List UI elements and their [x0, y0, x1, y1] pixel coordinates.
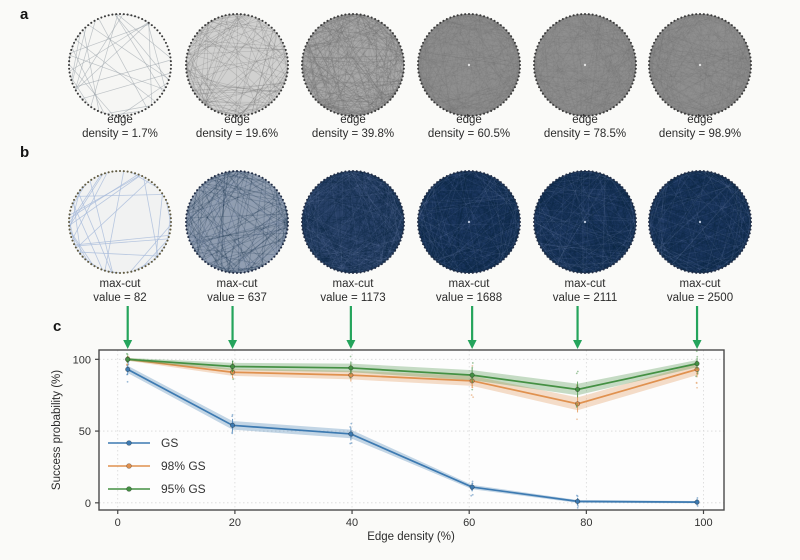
network-graph-a-1 — [67, 12, 173, 118]
network-graph-b-6 — [647, 169, 753, 275]
x-axis-label: Edge density (%) — [367, 531, 455, 543]
x-tick-label: 80 — [580, 517, 592, 529]
panel-c-letter: c — [53, 318, 62, 335]
x-tick-label: 100 — [694, 517, 712, 529]
legend-marker — [108, 439, 150, 446]
network-graph-b-2 — [184, 169, 290, 275]
legend-item: GS — [106, 431, 206, 454]
legend-item: 98% GS — [106, 454, 206, 477]
legend-marker — [108, 485, 150, 492]
arrows-layer — [123, 306, 702, 349]
network-graph-a-6 — [647, 12, 753, 118]
legend-item: 95% GS — [106, 477, 206, 500]
success-probability-chart: 0 20 40 60 80 100 0 50 100 — [73, 349, 725, 529]
y-tick-label: 0 — [85, 498, 91, 510]
x-tick-label: 20 — [229, 517, 241, 529]
axes-ticks: 0 20 40 60 80 100 0 50 100 — [73, 354, 713, 529]
x-tick-label: 40 — [346, 517, 358, 529]
network-graph-a-5 — [532, 12, 638, 118]
legend-label: 95% GS — [161, 481, 206, 496]
network-graph-a-4 — [416, 12, 522, 118]
y-tick-label: 100 — [73, 354, 91, 366]
network-graph-b-3 — [300, 169, 406, 275]
x-tick-label: 0 — [115, 517, 121, 529]
series-95-gs — [125, 350, 700, 408]
panel-a-letter: a — [20, 6, 29, 23]
legend-label: GS — [161, 435, 179, 450]
panel-b-letter: b — [20, 144, 30, 161]
network-graph-b-1 — [67, 169, 173, 275]
network-graph-b-4 — [416, 169, 522, 275]
x-tick-label: 60 — [463, 517, 475, 529]
legend-label: 98% GS — [161, 458, 206, 473]
legend-marker — [108, 462, 150, 469]
network-graph-b-5 — [532, 169, 638, 275]
chart-legend: GS 98% GS 95% GS — [106, 431, 206, 500]
y-tick-label: 50 — [79, 426, 91, 438]
network-graph-a-3 — [300, 12, 406, 118]
y-axis-label: Success probability (%) — [51, 369, 63, 491]
network-graph-a-2 — [184, 12, 290, 118]
